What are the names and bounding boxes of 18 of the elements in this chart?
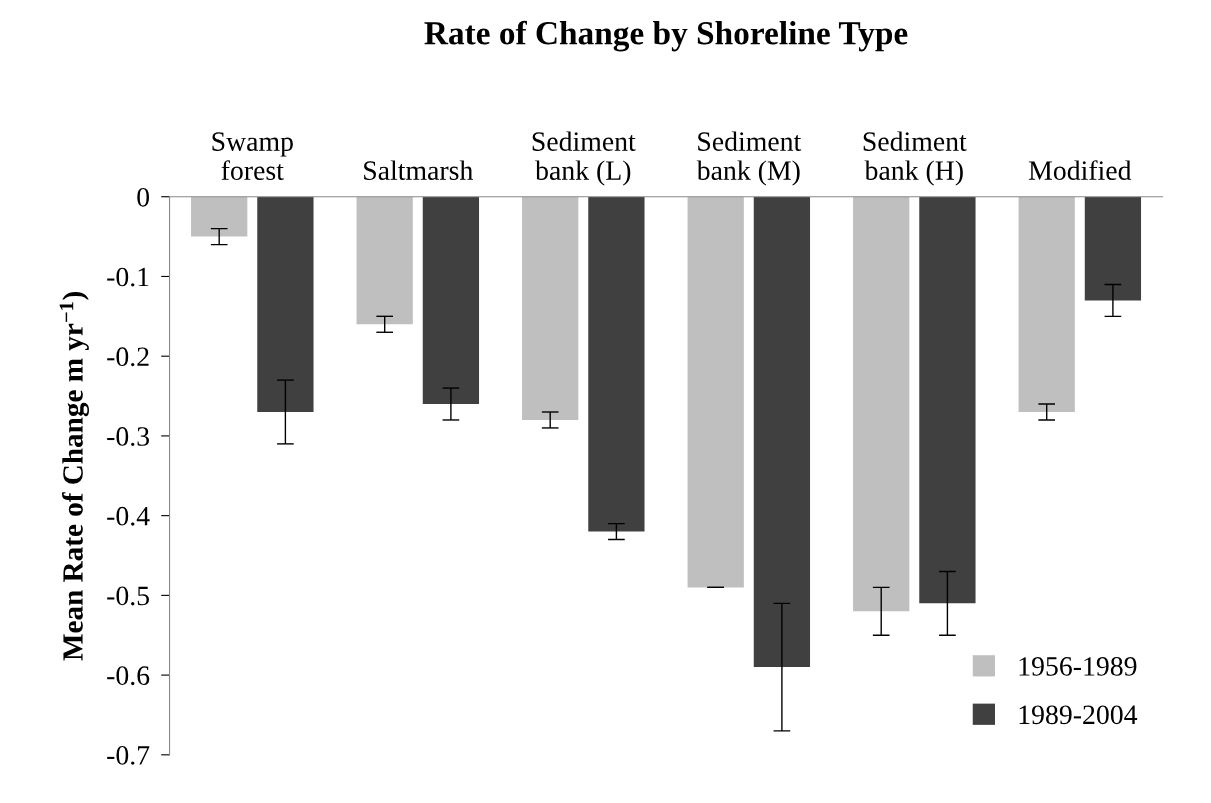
legend-label: 1989-2004 [1019, 705, 1138, 725]
y-axis-title: Mean Rate of Change m yr$^{−1}$) [59, 292, 89, 661]
x-tick-label: Sediment bank (M) [696, 131, 802, 186]
y-tick-label: -0.1 [107, 267, 149, 287]
y-tick-label: -0.2 [107, 347, 149, 367]
x-tick-label: Sediment bank (H) [863, 131, 967, 186]
chart-title: Rate of Change by Shoreline Type [424, 20, 908, 52]
y-tick-label: -0.5 [107, 586, 150, 606]
x-tick-label: Swamp forest [212, 132, 293, 180]
x-tick-label: Sediment bank (L) [532, 131, 636, 186]
y-tick-label: -0.7 [107, 745, 150, 765]
y-tick-label: -0.6 [107, 666, 150, 686]
x-tick-label: Modified [1028, 160, 1132, 180]
y-tick-label: -0.3 [107, 427, 150, 446]
legend-label: 1956-1989 [1019, 657, 1137, 676]
y-tick-label: -0.4 [107, 506, 150, 526]
y-tick-label: 0 [137, 187, 150, 207]
x-tick-label: Saltmarsh [364, 160, 473, 180]
